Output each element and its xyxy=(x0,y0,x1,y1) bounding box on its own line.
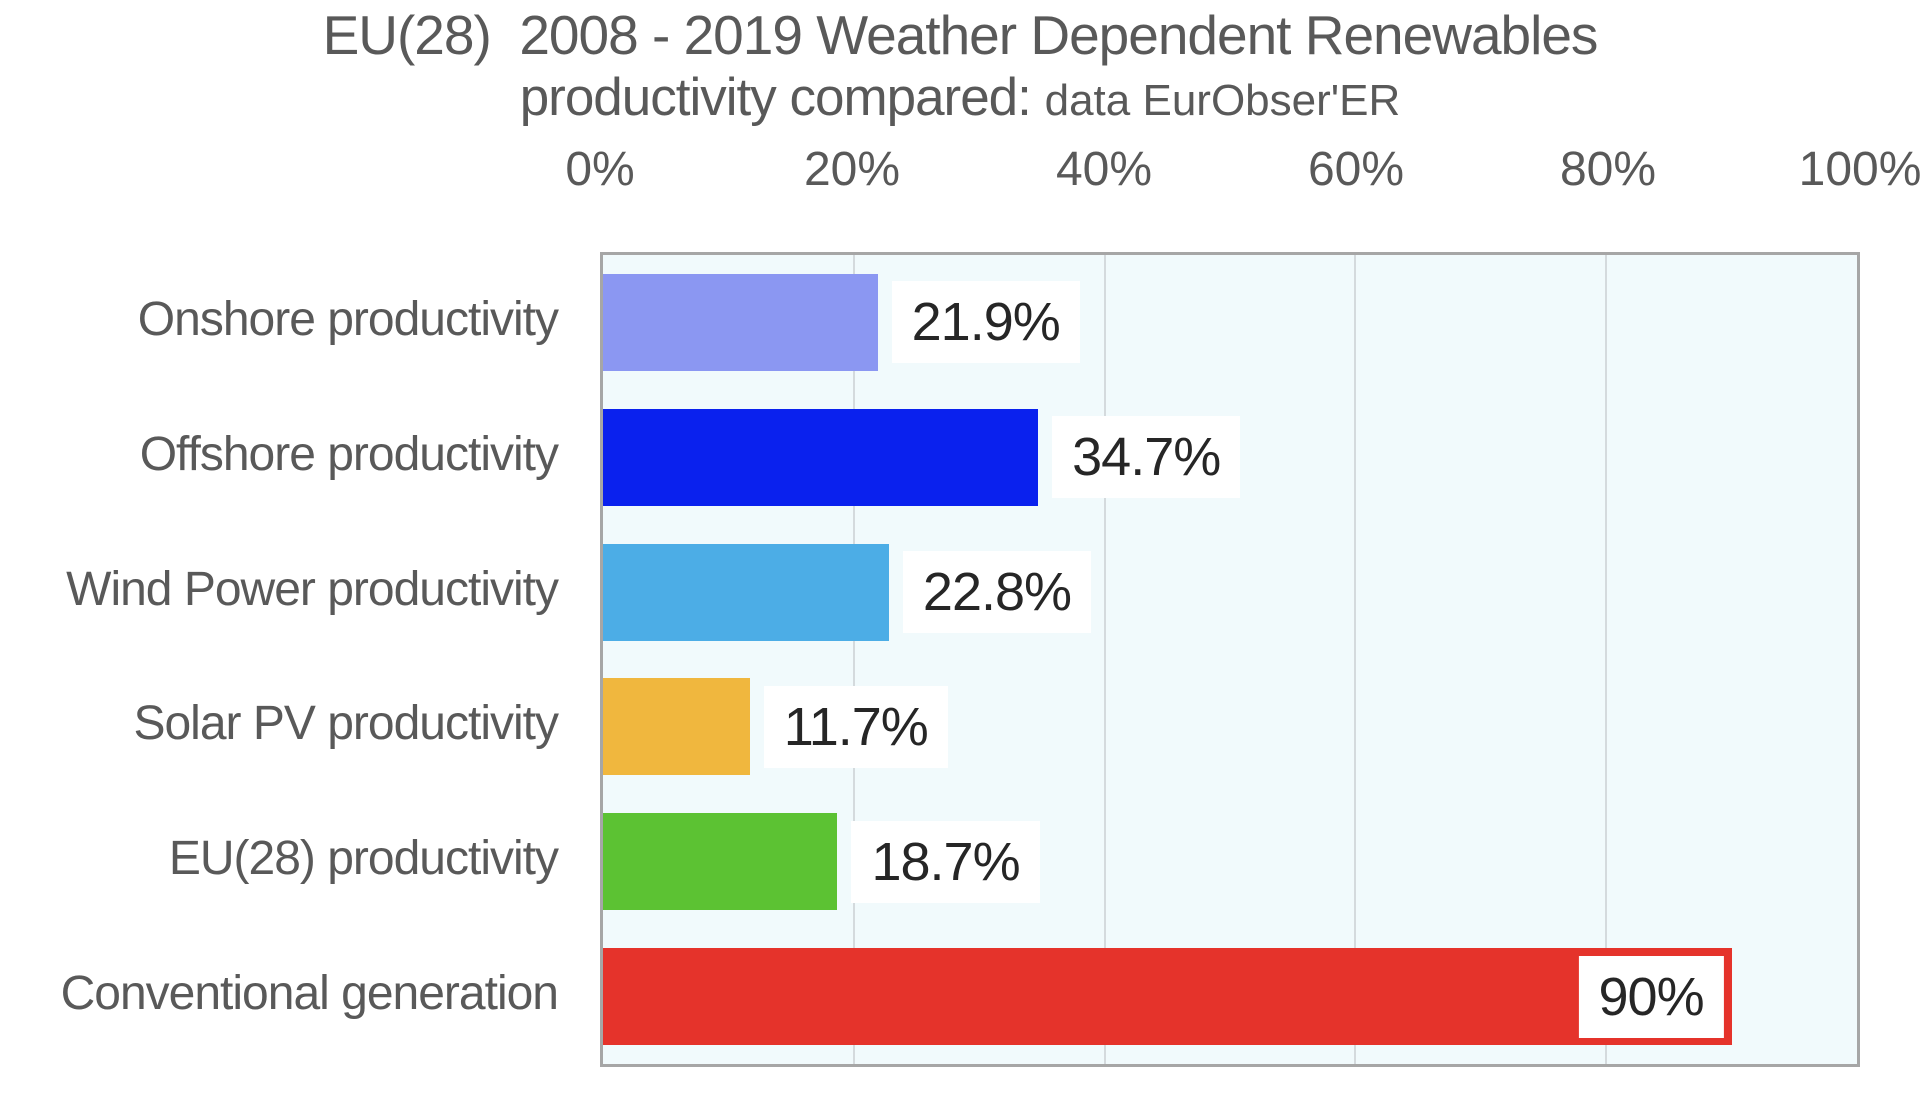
data-label-21.9%: 21.9% xyxy=(891,281,1080,364)
chart-title-source: data EurObser'ER xyxy=(1044,76,1401,126)
bar-onshore-productivity xyxy=(603,273,878,371)
category-label-solar-pv-productivity: Solar PV productivity xyxy=(133,697,559,751)
category-label-conventional-generation: Conventional generation xyxy=(60,967,559,1021)
category-label-wind-power-productivity: Wind Power productivity xyxy=(66,562,559,616)
gridline-60 xyxy=(1354,255,1357,1064)
x-tick-label-20: 20% xyxy=(803,143,901,196)
plot-area: 21.9% 34.7% 22.8% 11.7% 18.7% 90% xyxy=(600,252,1860,1067)
chart-title-line2-main: productivity compared: xyxy=(519,68,1032,128)
category-label-onshore-productivity: Onshore productivity xyxy=(137,292,559,346)
x-tick-label-0: 0% xyxy=(565,143,635,196)
gridline-40 xyxy=(1103,255,1106,1064)
category-label-eu-28-productivity: EU(28) productivity xyxy=(168,832,559,886)
chart-title: EU(28) 2008 - 2019 Weather Dependent Ren… xyxy=(0,4,1920,128)
bar-eu-28-productivity xyxy=(603,813,838,911)
x-tick-label-40: 40% xyxy=(1055,143,1153,196)
data-label-18.7%: 18.7% xyxy=(851,820,1040,903)
bar-conventional-generation xyxy=(603,948,1732,1046)
category-axis: Onshore productivity Offshore productivit… xyxy=(0,252,559,1067)
x-tick-label-80: 80% xyxy=(1559,143,1657,196)
chart-title-line1: EU(28) 2008 - 2019 Weather Dependent Ren… xyxy=(322,4,1599,66)
data-label-34.7%: 34.7% xyxy=(1052,416,1241,499)
x-tick-label-100: 100% xyxy=(1798,143,1920,196)
gridline-20 xyxy=(852,255,855,1064)
data-label-90%: 90% xyxy=(1578,955,1724,1038)
bar-wind-power-productivity xyxy=(603,543,889,641)
gridline-80 xyxy=(1605,255,1608,1064)
bar-offshore-productivity xyxy=(603,408,1039,506)
bar-solar-pv-productivity xyxy=(603,678,750,776)
category-label-offshore-productivity: Offshore productivity xyxy=(139,427,559,481)
chart-title-line2: productivity compared: data EurObser'ER xyxy=(0,69,1920,127)
data-label-11.7%: 11.7% xyxy=(763,685,948,768)
data-label-22.8%: 22.8% xyxy=(902,551,1092,634)
x-axis: 0% 20% 40% 60% 80% 100% xyxy=(565,142,1920,212)
x-tick-label-60: 60% xyxy=(1307,143,1405,196)
